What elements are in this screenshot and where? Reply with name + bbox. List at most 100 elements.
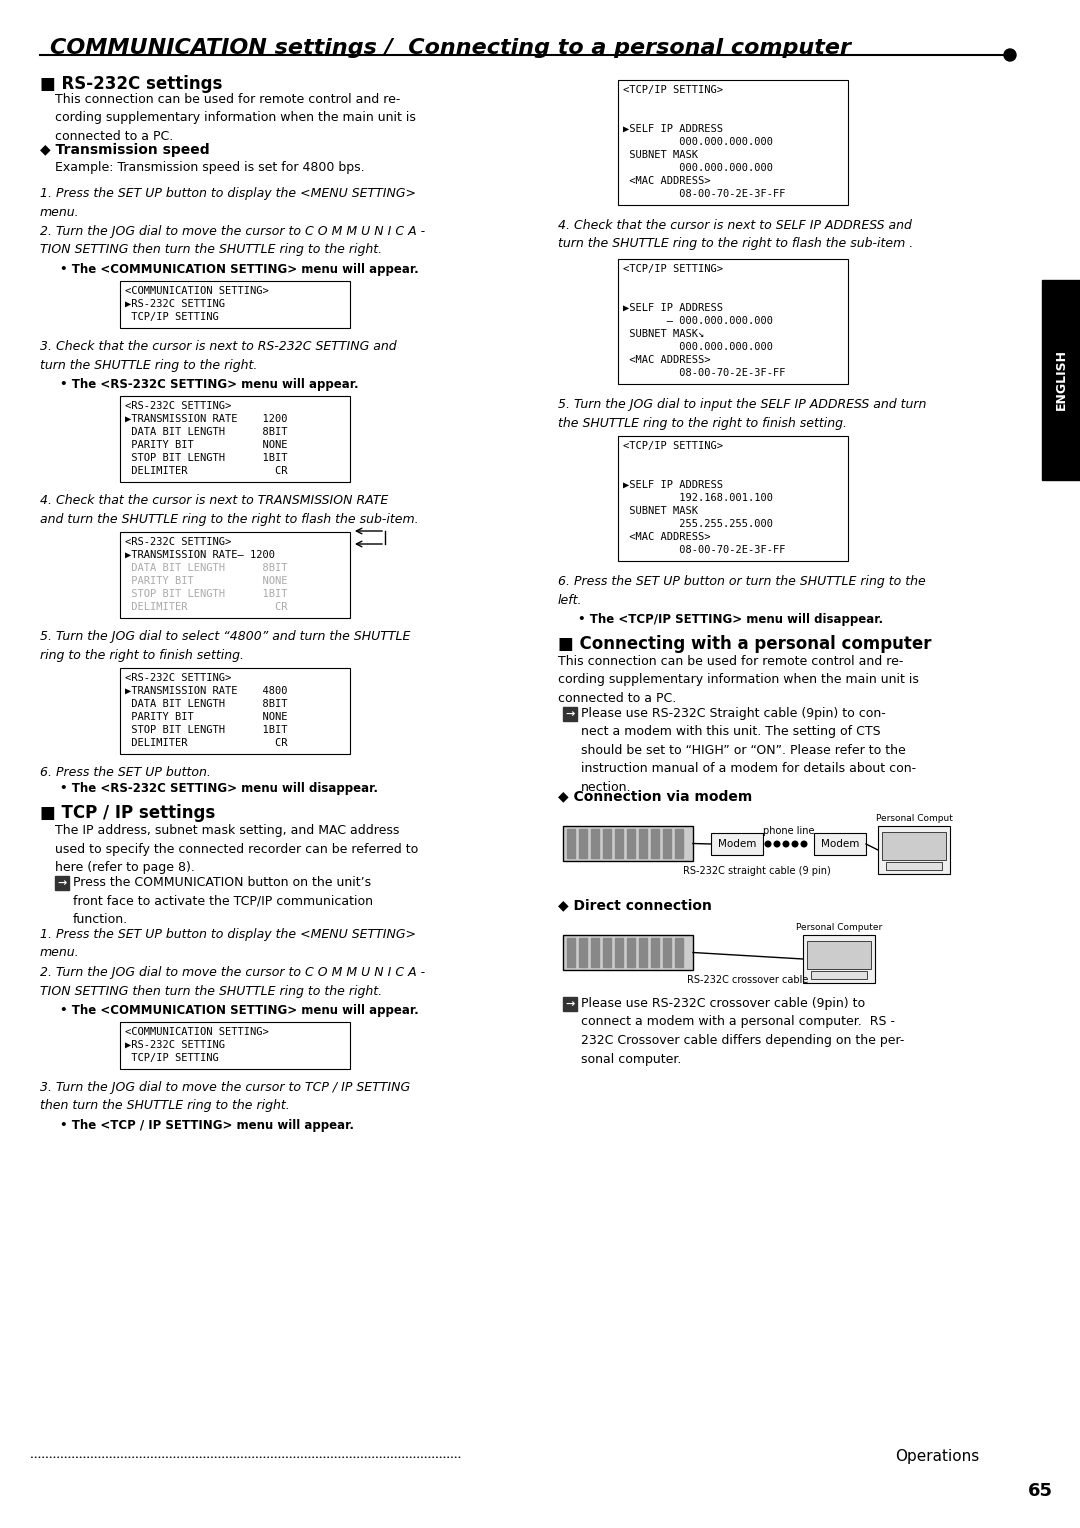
Text: — 000.000.000.000: — 000.000.000.000 (623, 316, 773, 325)
Bar (675, 938, 683, 967)
Bar (591, 830, 599, 859)
Bar (615, 830, 623, 859)
Circle shape (793, 842, 798, 847)
FancyBboxPatch shape (563, 935, 693, 970)
FancyBboxPatch shape (618, 435, 848, 561)
Text: Modem: Modem (821, 839, 860, 850)
Text: 2. Turn the JOG dial to move the cursor to C O M M U N I C A -
TION SETTING then: 2. Turn the JOG dial to move the cursor … (40, 225, 426, 257)
Bar (1042, 280, 1080, 480)
FancyBboxPatch shape (807, 941, 870, 969)
Text: →: → (565, 709, 575, 720)
Text: DELIMITER              CR: DELIMITER CR (125, 738, 287, 749)
Text: <TCP/IP SETTING>: <TCP/IP SETTING> (623, 86, 723, 95)
Text: 4. Check that the cursor is next to TRANSMISSION RATE
and turn the SHUTTLE ring : 4. Check that the cursor is next to TRAN… (40, 494, 419, 526)
Text: 192.168.001.100: 192.168.001.100 (623, 494, 773, 503)
Text: <MAC ADDRESS>: <MAC ADDRESS> (623, 354, 711, 365)
Bar (663, 830, 671, 859)
Text: <MAC ADDRESS>: <MAC ADDRESS> (623, 532, 711, 542)
Bar (563, 996, 577, 1012)
Text: <COMMUNICATION SETTING>: <COMMUNICATION SETTING> (125, 286, 269, 296)
Text: The IP address, subnet mask setting, and MAC address
used to specify the connect: The IP address, subnet mask setting, and… (55, 824, 418, 874)
Text: DELIMITER              CR: DELIMITER CR (125, 466, 287, 477)
Text: ▶TRANSMISSION RATE    4800: ▶TRANSMISSION RATE 4800 (125, 686, 287, 695)
Text: 08-00-70-2E-3F-FF: 08-00-70-2E-3F-FF (623, 545, 785, 555)
Text: TCP/IP SETTING: TCP/IP SETTING (125, 312, 219, 322)
Bar (567, 938, 575, 967)
Text: • The <TCP / IP SETTING> menu will appear.: • The <TCP / IP SETTING> menu will appea… (60, 1118, 354, 1132)
Text: <RS-232C SETTING>: <RS-232C SETTING> (125, 400, 231, 411)
Text: 65: 65 (1028, 1482, 1053, 1500)
Text: <TCP/IP SETTING>: <TCP/IP SETTING> (623, 264, 723, 274)
Text: RS-232C straight cable (9 pin): RS-232C straight cable (9 pin) (683, 866, 831, 876)
Text: COMMUNICATION settings /  Connecting to a personal computer: COMMUNICATION settings / Connecting to a… (50, 38, 851, 58)
FancyBboxPatch shape (886, 862, 942, 869)
Text: ••••••••••••••••••••••••••••••••••••••••••••••••••••••••••••••••••••••••••••••••: ••••••••••••••••••••••••••••••••••••••••… (30, 1455, 461, 1459)
Text: • The <RS-232C SETTING> menu will disappear.: • The <RS-232C SETTING> menu will disapp… (60, 782, 378, 795)
Circle shape (801, 842, 807, 847)
Bar (615, 938, 623, 967)
Text: Personal Computer: Personal Computer (796, 923, 882, 932)
Text: Please use RS-232C Straight cable (9pin) to con-
nect a modem with this unit. Th: Please use RS-232C Straight cable (9pin)… (581, 707, 916, 795)
Bar (563, 707, 577, 721)
Text: ■ TCP / IP settings: ■ TCP / IP settings (40, 804, 215, 822)
FancyBboxPatch shape (120, 396, 350, 481)
Bar (603, 830, 611, 859)
Text: SUBNET MASK↘: SUBNET MASK↘ (623, 329, 704, 339)
Text: 08-00-70-2E-3F-FF: 08-00-70-2E-3F-FF (623, 189, 785, 199)
Text: • The <TCP/IP SETTING> menu will disappear.: • The <TCP/IP SETTING> menu will disappe… (578, 613, 883, 626)
FancyBboxPatch shape (814, 833, 866, 856)
Text: →: → (57, 879, 67, 888)
Text: Press the COMMUNICATION button on the unit’s
front face to activate the TCP/IP c: Press the COMMUNICATION button on the un… (73, 876, 373, 926)
Text: 5. Turn the JOG dial to select “4800” and turn the SHUTTLE
ring to the right to : 5. Turn the JOG dial to select “4800” an… (40, 630, 410, 662)
Text: ▶TRANSMISSION RATE    1200: ▶TRANSMISSION RATE 1200 (125, 414, 287, 423)
Text: →: → (565, 999, 575, 1008)
Text: <RS-232C SETTING>: <RS-232C SETTING> (125, 672, 231, 683)
Text: ▶SELF IP ADDRESS: ▶SELF IP ADDRESS (623, 480, 723, 490)
Text: ◆ Direct connection: ◆ Direct connection (558, 898, 712, 912)
Text: 6. Press the SET UP button or turn the SHUTTLE ring to the
left.: 6. Press the SET UP button or turn the S… (558, 575, 926, 607)
Text: 08-00-70-2E-3F-FF: 08-00-70-2E-3F-FF (623, 368, 785, 377)
Circle shape (1004, 49, 1016, 61)
Text: 3. Check that the cursor is next to RS-232C SETTING and
turn the SHUTTLE ring to: 3. Check that the cursor is next to RS-2… (40, 341, 396, 371)
Text: This connection can be used for remote control and re-
cording supplementary inf: This connection can be used for remote c… (55, 93, 416, 144)
Bar (603, 938, 611, 967)
Text: PARITY BIT           NONE: PARITY BIT NONE (125, 576, 287, 587)
Bar (651, 830, 659, 859)
Text: ■ RS-232C settings: ■ RS-232C settings (40, 75, 222, 93)
FancyBboxPatch shape (120, 1022, 350, 1070)
Text: Personal Comput: Personal Comput (876, 814, 953, 824)
Text: ■ Connecting with a personal computer: ■ Connecting with a personal computer (558, 636, 931, 652)
Text: STOP BIT LENGTH      1BIT: STOP BIT LENGTH 1BIT (125, 724, 287, 735)
Text: STOP BIT LENGTH      1BIT: STOP BIT LENGTH 1BIT (125, 588, 287, 599)
Bar (579, 938, 588, 967)
Text: Modem: Modem (718, 839, 756, 850)
FancyBboxPatch shape (878, 827, 950, 874)
Bar (639, 938, 647, 967)
Text: 255.255.255.000: 255.255.255.000 (623, 520, 773, 529)
FancyBboxPatch shape (120, 532, 350, 617)
Text: 1. Press the SET UP button to display the <MENU SETTING>
menu.: 1. Press the SET UP button to display th… (40, 186, 416, 219)
Text: • The <COMMUNICATION SETTING> menu will appear.: • The <COMMUNICATION SETTING> menu will … (60, 263, 419, 277)
Text: <RS-232C SETTING>: <RS-232C SETTING> (125, 536, 231, 547)
Text: ▶RS-232C SETTING: ▶RS-232C SETTING (125, 1041, 225, 1050)
Circle shape (783, 842, 788, 847)
Text: 000.000.000.000: 000.000.000.000 (623, 163, 773, 173)
Text: Operations: Operations (895, 1450, 980, 1464)
Text: SUBNET MASK: SUBNET MASK (623, 506, 698, 516)
Bar (627, 830, 635, 859)
Text: <TCP/IP SETTING>: <TCP/IP SETTING> (623, 442, 723, 451)
Text: 4. Check that the cursor is next to SELF IP ADDRESS and
turn the SHUTTLE ring to: 4. Check that the cursor is next to SELF… (558, 219, 914, 251)
Text: DATA BIT LENGTH      8BIT: DATA BIT LENGTH 8BIT (125, 426, 287, 437)
Text: Please use RS-232C crossover cable (9pin) to
connect a modem with a personal com: Please use RS-232C crossover cable (9pin… (581, 996, 904, 1065)
Circle shape (774, 842, 780, 847)
Text: 5. Turn the JOG dial to input the SELF IP ADDRESS and turn
the SHUTTLE ring to t: 5. Turn the JOG dial to input the SELF I… (558, 397, 927, 429)
Text: SUBNET MASK: SUBNET MASK (623, 150, 698, 160)
Bar (627, 938, 635, 967)
FancyBboxPatch shape (120, 668, 350, 753)
FancyBboxPatch shape (120, 281, 350, 329)
Text: 6. Press the SET UP button.: 6. Press the SET UP button. (40, 766, 211, 779)
Bar (55, 876, 69, 889)
Text: PARITY BIT           NONE: PARITY BIT NONE (125, 440, 287, 451)
Text: ▶RS-232C SETTING: ▶RS-232C SETTING (125, 299, 225, 309)
Bar (663, 938, 671, 967)
